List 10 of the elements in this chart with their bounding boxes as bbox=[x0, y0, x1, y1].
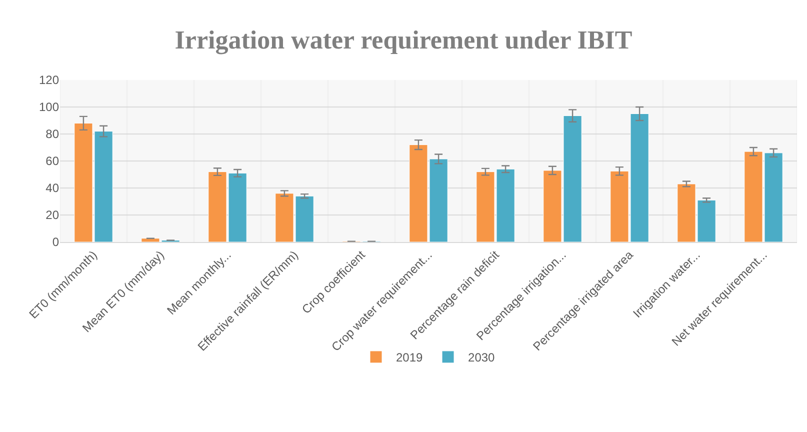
chart-title: Irrigation water requirement under IBIT bbox=[174, 25, 632, 54]
y-tick-label: 80 bbox=[46, 127, 60, 142]
y-tick-label: 0 bbox=[52, 235, 60, 250]
y-tick-label: 60 bbox=[46, 154, 60, 168]
legend-label: 2019 bbox=[396, 350, 424, 365]
legend-label: 2030 bbox=[468, 350, 496, 365]
y-tick-label: 20 bbox=[46, 208, 60, 222]
y-tick-label: 40 bbox=[46, 181, 60, 196]
y-tick-label: 100 bbox=[38, 100, 60, 114]
y-tick-label: 120 bbox=[38, 73, 60, 88]
